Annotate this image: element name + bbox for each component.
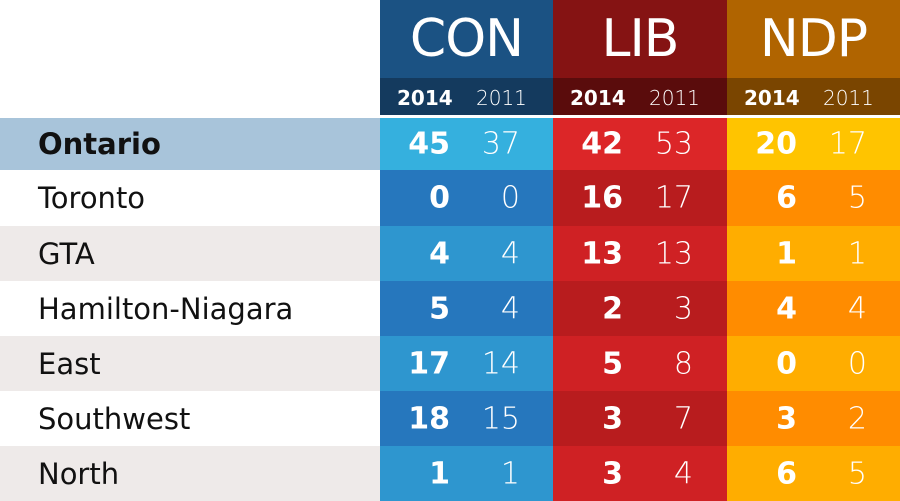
year-header-row: 2014 2011 bbox=[727, 78, 900, 115]
seats-2011: 17 bbox=[828, 126, 867, 162]
seats-2014: 0 bbox=[776, 346, 797, 381]
table-row: Hamilton-Niagara 5 4 2 3 4 4 bbox=[0, 281, 900, 336]
year-label: 2014 bbox=[744, 86, 800, 110]
seats-2011: 53 bbox=[654, 126, 693, 162]
table-row: North 1 1 3 4 6 5 bbox=[0, 446, 900, 501]
region-label: Hamilton-Niagara bbox=[0, 281, 380, 336]
seat-cell-lib: 16 17 bbox=[553, 170, 727, 226]
seats-2011: 4 bbox=[500, 236, 520, 271]
seats-2011: 5 bbox=[847, 456, 867, 491]
seats-2014: 1 bbox=[429, 456, 450, 491]
seats-2011: 0 bbox=[847, 346, 867, 381]
seats-2011: 13 bbox=[654, 236, 693, 271]
seat-cell-con: 45 37 bbox=[380, 118, 553, 170]
seats-2014: 18 bbox=[408, 401, 450, 436]
seats-2011: 15 bbox=[481, 401, 520, 436]
seats-2014: 17 bbox=[408, 346, 450, 381]
seats-2014: 1 bbox=[776, 236, 797, 271]
seats-2011: 4 bbox=[673, 456, 693, 491]
seats-2011: 8 bbox=[673, 346, 693, 381]
seats-2011: 4 bbox=[500, 291, 520, 326]
seats-2014: 3 bbox=[776, 401, 797, 436]
seat-cell-ndp: 20 17 bbox=[727, 118, 900, 170]
seats-2011: 5 bbox=[847, 180, 867, 216]
region-label: GTA bbox=[0, 226, 380, 281]
year-label: 2011 bbox=[476, 86, 527, 110]
seats-2014: 5 bbox=[602, 346, 623, 381]
party-header-lib: LIB bbox=[553, 0, 727, 78]
table-row: Southwest 18 15 3 7 3 2 bbox=[0, 391, 900, 446]
seats-2014: 42 bbox=[581, 126, 623, 162]
table-row: Ontario 45 37 42 53 20 17 bbox=[0, 118, 900, 170]
table-row: Toronto 0 0 16 17 6 5 bbox=[0, 170, 900, 226]
year-header-row: 2014 2011 bbox=[380, 78, 553, 115]
region-label: East bbox=[0, 336, 380, 391]
year-label: 2014 bbox=[397, 86, 453, 110]
seats-2014: 20 bbox=[755, 126, 797, 162]
year-label: 2011 bbox=[823, 86, 874, 110]
seats-2011: 3 bbox=[673, 291, 693, 326]
seats-2014: 16 bbox=[581, 180, 623, 216]
year-label: 2011 bbox=[649, 86, 700, 110]
seats-2011: 0 bbox=[500, 180, 520, 216]
seats-2014: 5 bbox=[429, 291, 450, 326]
seats-2014: 6 bbox=[776, 180, 797, 216]
party-header-con: CON bbox=[380, 0, 553, 78]
year-label: 2014 bbox=[570, 86, 626, 110]
region-label: Southwest bbox=[0, 391, 380, 446]
region-label: North bbox=[0, 446, 380, 501]
seats-2014: 45 bbox=[408, 126, 450, 162]
year-header-row: 2014 2011 bbox=[553, 78, 727, 115]
seats-2014: 3 bbox=[602, 401, 623, 436]
seats-2014: 0 bbox=[429, 180, 450, 216]
party-header-ndp: NDP bbox=[727, 0, 900, 78]
seats-2014: 4 bbox=[429, 236, 450, 271]
table-row: East 17 14 5 8 0 0 bbox=[0, 336, 900, 391]
seat-cell-con: 17 14 bbox=[380, 336, 553, 391]
seats-2014: 2 bbox=[602, 291, 623, 326]
seats-2011: 1 bbox=[847, 236, 867, 271]
seats-2011: 4 bbox=[847, 291, 867, 326]
seats-2011: 37 bbox=[481, 126, 520, 162]
seats-2011: 1 bbox=[500, 456, 520, 491]
seats-2014: 4 bbox=[776, 291, 797, 326]
header-divider bbox=[380, 115, 900, 118]
region-label: Ontario bbox=[0, 118, 380, 170]
seat-cell-lib: 42 53 bbox=[553, 118, 727, 170]
seats-2014: 3 bbox=[602, 456, 623, 491]
seat-cell-lib: 13 13 bbox=[553, 226, 727, 281]
seat-cell-con: 18 15 bbox=[380, 391, 553, 446]
seats-2011: 2 bbox=[847, 401, 867, 436]
region-label: Toronto bbox=[0, 170, 380, 226]
seats-2011: 14 bbox=[481, 346, 520, 381]
seats-2014: 6 bbox=[776, 456, 797, 491]
seats-2014: 13 bbox=[581, 236, 623, 271]
seats-2011: 7 bbox=[673, 401, 693, 436]
seats-2011: 17 bbox=[654, 180, 693, 216]
table-row: GTA 4 4 13 13 1 1 bbox=[0, 226, 900, 281]
